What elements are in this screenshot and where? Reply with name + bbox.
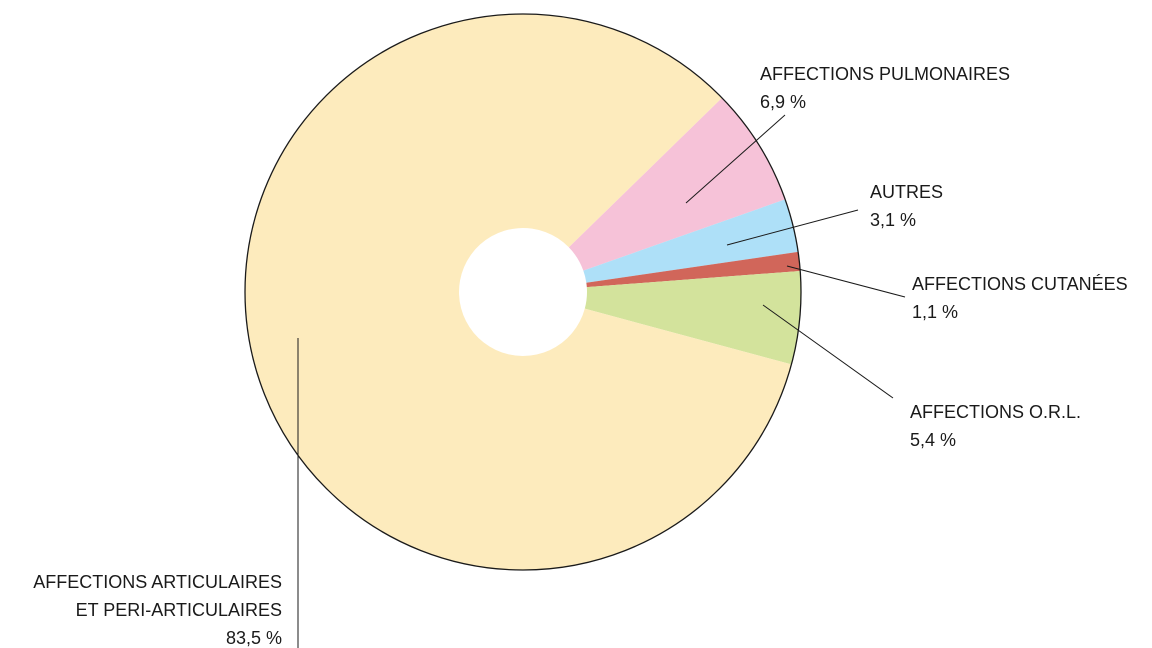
slice-label: AFFECTIONS O.R.L.	[910, 402, 1081, 422]
value-label: 83,5 %	[226, 628, 282, 648]
leader-line	[726, 209, 859, 246]
slice-label-line: AUTRES	[870, 182, 943, 202]
slice-label: AFFECTIONS ARTICULAIRES ET PERI-ARTICULAI…	[33, 572, 282, 620]
slice	[586, 251, 801, 288]
slice-label: AFFECTIONS CUTANÉES	[912, 274, 1128, 294]
slice-label-line: AFFECTIONS PULMONAIRES	[760, 64, 1010, 84]
slice-label: AFFECTIONS PULMONAIRES	[760, 64, 1010, 84]
slice-label-line: AFFECTIONS ARTICULAIRES	[33, 572, 282, 592]
slice	[583, 199, 799, 283]
leader-line	[685, 114, 786, 204]
value-label: 1,1 %	[912, 302, 958, 322]
slice-label-line: AFFECTIONS CUTANÉES	[912, 274, 1128, 294]
value-label: 3,1 %	[870, 210, 916, 230]
slice	[584, 270, 801, 365]
leader-line	[786, 265, 906, 298]
slice-label-line: ET PERI-ARTICULAIRES	[76, 600, 282, 620]
leader-line	[762, 304, 894, 399]
slice	[568, 97, 786, 271]
value-label: 6,9 %	[760, 92, 806, 112]
slice-label-line: AFFECTIONS O.R.L.	[910, 402, 1081, 422]
slice	[244, 13, 792, 570]
slice-label: AUTRES	[870, 182, 943, 202]
value-label: 5,4 %	[910, 430, 956, 450]
pie-outline	[244, 13, 802, 571]
